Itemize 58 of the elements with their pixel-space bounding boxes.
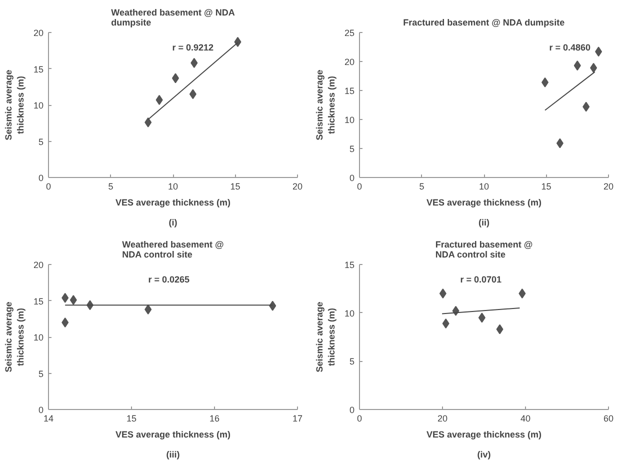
- y-tick-label: 10: [33, 332, 44, 342]
- x-axis-title: VES average thickness (m): [115, 198, 231, 208]
- x-tick-label: 16: [209, 414, 220, 424]
- x-tick-label: 20: [437, 414, 448, 424]
- y-tick-label: 5: [349, 144, 355, 154]
- y-tick-label: 20: [344, 57, 355, 67]
- y-tick-label: 0: [38, 173, 44, 183]
- x-axis-title: VES average thickness (m): [426, 198, 542, 208]
- y-tick-label: 0: [38, 405, 44, 415]
- x-tick-label: 40: [520, 414, 531, 424]
- x-axis-title: VES average thickness (m): [115, 430, 231, 440]
- chart-title: Fractured basement @ NDA control site: [435, 240, 533, 260]
- x-tick-label: 10: [168, 182, 178, 192]
- x-tick-label: 60: [603, 414, 614, 424]
- y-axis-title: Seismic average thickness (m): [314, 70, 336, 140]
- annotation: r = 0.4860: [549, 42, 591, 52]
- x-tick-label: 0: [46, 182, 52, 192]
- y-tick-label: 0: [349, 173, 355, 183]
- text: (iii): [166, 450, 180, 460]
- y-tick-label: 5: [349, 356, 355, 367]
- x-axis-title: VES average thickness (m): [426, 430, 542, 440]
- x-tick-label: 15: [541, 182, 552, 192]
- text: (ii): [478, 218, 490, 228]
- x-tick-label: 0: [356, 414, 362, 424]
- x-tick-label: 14: [43, 414, 54, 424]
- y-tick-label: 20: [33, 28, 44, 38]
- x-tick-label: 20: [292, 182, 303, 192]
- y-tick-label: 15: [33, 64, 44, 74]
- x-tick-label: 0: [356, 182, 362, 192]
- x-tick-label: 10: [478, 182, 490, 192]
- chart-title: Fractured basement @ NDA dumpsite: [403, 18, 565, 28]
- chart-title: Weathered basement @ NDA control site: [122, 240, 224, 260]
- annotation: r = 0.0701: [460, 274, 502, 284]
- x-tick-label: 15: [126, 414, 137, 424]
- y-tick-label: 0: [349, 405, 355, 415]
- y-tick-label: 15: [344, 86, 355, 96]
- x-tick-label: 5: [108, 182, 114, 192]
- x-tick-label: 20: [603, 182, 614, 192]
- y-tick-label: 20: [33, 260, 44, 270]
- y-tick-label: 10: [344, 308, 355, 318]
- x-tick-label: 15: [230, 182, 240, 192]
- y-axis-title: Seismic average thickness (m): [3, 70, 26, 140]
- y-tick-label: 5: [38, 136, 44, 147]
- chart-title: Weathered basement @ NDA dumpsite: [111, 8, 236, 28]
- y-axis-title: Seismic average thickness (m): [314, 302, 336, 372]
- y-tick-label: 10: [344, 115, 355, 125]
- y-axis-title: Seismic average thickness (m): [3, 302, 26, 372]
- annotation: r = 0.9212: [172, 42, 214, 52]
- y-tick-label: 5: [38, 368, 44, 379]
- y-tick-label: 10: [33, 100, 44, 110]
- y-tick-label: 25: [344, 28, 355, 38]
- text: (iv): [477, 450, 491, 460]
- y-tick-label: 15: [33, 296, 44, 306]
- y-tick-label: 15: [344, 260, 355, 270]
- x-tick-label: 5: [419, 182, 424, 192]
- text: (i): [168, 218, 178, 228]
- annotation: r = 0.0265: [148, 274, 190, 284]
- x-tick-label: 17: [292, 414, 303, 424]
